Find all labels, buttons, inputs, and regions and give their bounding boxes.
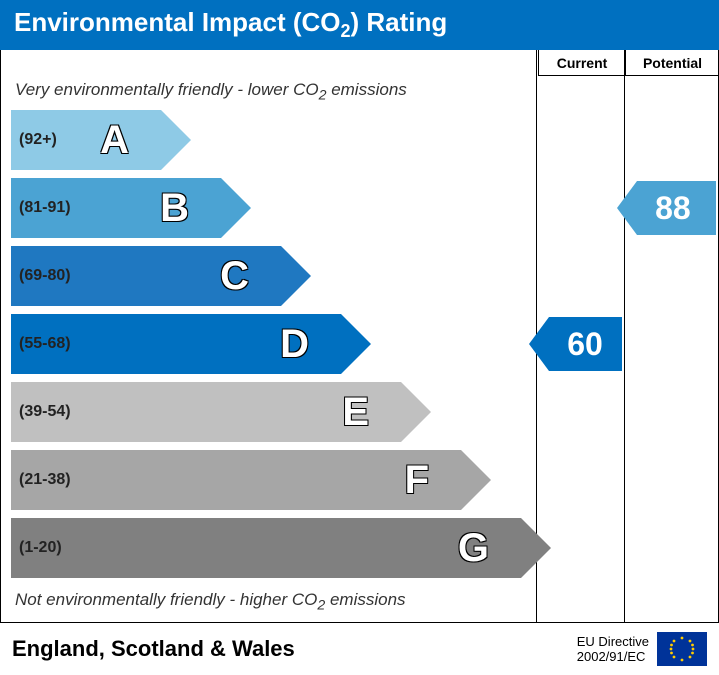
band-b: (81-91) B — [11, 178, 536, 238]
bottom-note: Not environmentally friendly - higher CO… — [15, 590, 406, 613]
bands-list: (92+) A (81-91) B (69-80) C (55-68) D (39-54) E (2… — [11, 110, 536, 586]
current-column: 60 — [537, 50, 625, 622]
region-label: England, Scotland & Wales — [12, 636, 295, 662]
band-letter-label: D — [280, 322, 309, 367]
title-sub: 2 — [341, 22, 351, 42]
band-e: (39-54) E — [11, 382, 536, 442]
header-bar: Environmental Impact (CO2) Rating — [0, 0, 719, 50]
top-note: Very environmentally friendly - lower CO… — [15, 80, 407, 103]
band-range-label: (69-80) — [19, 267, 71, 285]
band-g: (1-20) G — [11, 518, 536, 578]
band-range-label: (1-20) — [19, 539, 62, 557]
directive-block: EU Directive 2002/91/EC — [577, 632, 707, 666]
band-letter-label: E — [342, 390, 369, 435]
chart-table: Current Potential Very environmentally f… — [0, 50, 719, 623]
band-bar: (81-91) B — [11, 178, 221, 238]
current-marker: 60 — [549, 317, 622, 371]
band-bar: (69-80) C — [11, 246, 281, 306]
band-f: (21-38) F — [11, 450, 536, 510]
band-bar: (21-38) F — [11, 450, 461, 510]
footer-bar: England, Scotland & Wales EU Directive 2… — [0, 623, 719, 675]
band-range-label: (39-54) — [19, 403, 71, 421]
directive-text: EU Directive 2002/91/EC — [577, 634, 649, 664]
page-title: Environmental Impact (CO2) Rating — [14, 7, 447, 42]
band-range-label: (55-68) — [19, 335, 71, 353]
bands-column: Very environmentally friendly - lower CO… — [1, 50, 537, 622]
potential-marker: 88 — [637, 181, 716, 235]
band-bar: (39-54) E — [11, 382, 401, 442]
band-letter-label: G — [458, 526, 489, 571]
directive-line2: 2002/91/EC — [577, 649, 649, 664]
eu-flag-icon — [657, 632, 707, 666]
rating-widget: Environmental Impact (CO2) Rating Curren… — [0, 0, 719, 675]
band-d: (55-68) D — [11, 314, 536, 374]
band-range-label: (92+) — [19, 131, 57, 149]
potential-column: 88 — [625, 50, 718, 622]
band-bar: (1-20) G — [11, 518, 521, 578]
band-letter-label: A — [100, 118, 129, 163]
directive-line1: EU Directive — [577, 634, 649, 649]
band-range-label: (81-91) — [19, 199, 71, 217]
band-range-label: (21-38) — [19, 471, 71, 489]
band-bar: (92+) A — [11, 110, 161, 170]
band-letter-label: F — [405, 458, 429, 503]
title-pre: Environmental Impact (CO — [14, 7, 341, 37]
band-letter-label: C — [220, 254, 249, 299]
band-bar: (55-68) D — [11, 314, 341, 374]
band-a: (92+) A — [11, 110, 536, 170]
band-letter-label: B — [160, 186, 189, 231]
band-c: (69-80) C — [11, 246, 536, 306]
title-post: ) Rating — [351, 7, 448, 37]
